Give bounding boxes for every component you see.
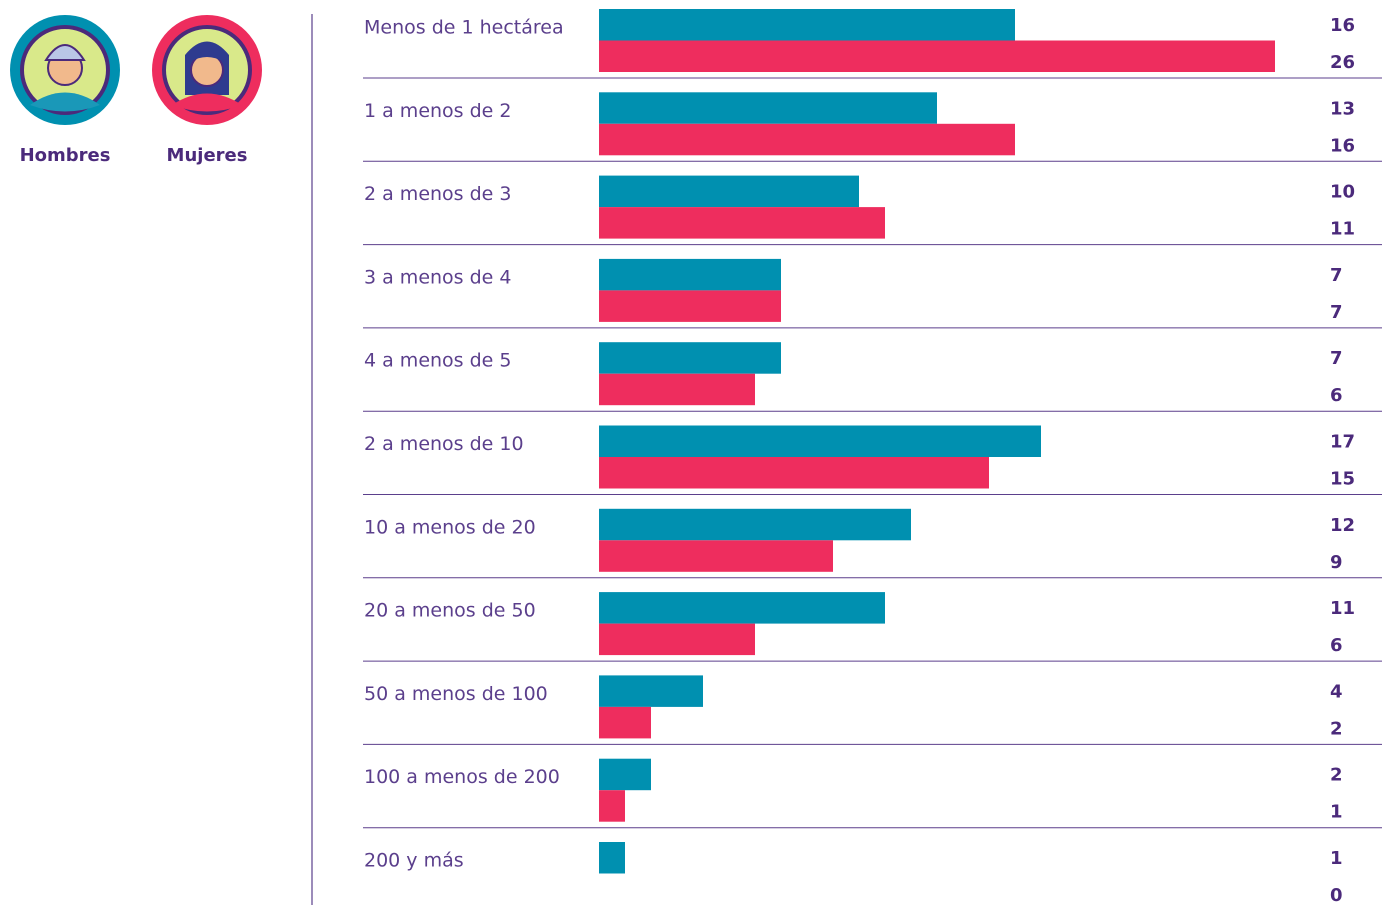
category-label: 10 a menos de 20 [364, 516, 536, 538]
bar [599, 623, 755, 656]
value-label: 11 [1330, 219, 1355, 240]
legend-icon-men [10, 15, 120, 125]
category-label: 2 a menos de 3 [364, 183, 512, 205]
value-label: 7 [1330, 348, 1343, 369]
bar [599, 175, 859, 208]
legend-label: Hombres [20, 145, 111, 166]
bar [599, 123, 1015, 156]
value-label: 2 [1330, 718, 1343, 739]
legend-icon-women [152, 15, 262, 125]
value-label: 0 [1330, 885, 1343, 905]
category-label: 50 a menos de 100 [364, 683, 548, 705]
category-label: Menos de 1 hectárea [364, 17, 564, 39]
bar [599, 540, 833, 572]
value-label: 6 [1330, 635, 1343, 656]
category-label: 3 a menos de 4 [364, 266, 512, 288]
value-label: 1 [1330, 848, 1343, 869]
bar [599, 706, 651, 739]
legend-label: Mujeres [167, 145, 248, 166]
value-label: 17 [1330, 432, 1355, 453]
value-label: 11 [1330, 598, 1355, 619]
value-label: 6 [1330, 385, 1343, 406]
bar [599, 373, 755, 406]
bar [599, 92, 937, 124]
bar [599, 40, 1275, 72]
bar [599, 290, 781, 322]
bar [599, 675, 703, 707]
bar [599, 207, 885, 239]
category-label: 4 a menos de 5 [364, 350, 512, 372]
value-label: 10 [1330, 182, 1355, 203]
value-label: 9 [1330, 552, 1343, 573]
value-label: 16 [1330, 135, 1355, 156]
category-label: 2 a menos de 10 [364, 433, 524, 455]
bar [599, 592, 885, 624]
bar [599, 758, 651, 791]
category-label: 1 a menos de 2 [364, 100, 512, 122]
bar [599, 508, 911, 541]
bar [599, 342, 781, 374]
bar [599, 790, 625, 822]
bar [599, 9, 1015, 41]
value-label: 15 [1330, 469, 1355, 490]
bar [599, 258, 781, 291]
value-label: 13 [1330, 98, 1355, 119]
value-label: 7 [1330, 302, 1343, 323]
value-label: 12 [1330, 515, 1355, 536]
value-label: 4 [1330, 681, 1343, 702]
legend: Hombres Mujeres [10, 15, 262, 166]
category-label: 20 a menos de 50 [364, 600, 536, 622]
bar [599, 842, 625, 874]
category-label: 200 y más [364, 850, 464, 872]
value-label: 1 [1330, 802, 1343, 823]
value-label: 7 [1330, 265, 1343, 286]
value-label: 16 [1330, 15, 1355, 36]
bar [599, 457, 989, 489]
value-label: 26 [1330, 52, 1355, 73]
category-label: 100 a menos de 200 [364, 766, 560, 788]
value-label: 2 [1330, 765, 1343, 786]
bar [599, 425, 1041, 457]
